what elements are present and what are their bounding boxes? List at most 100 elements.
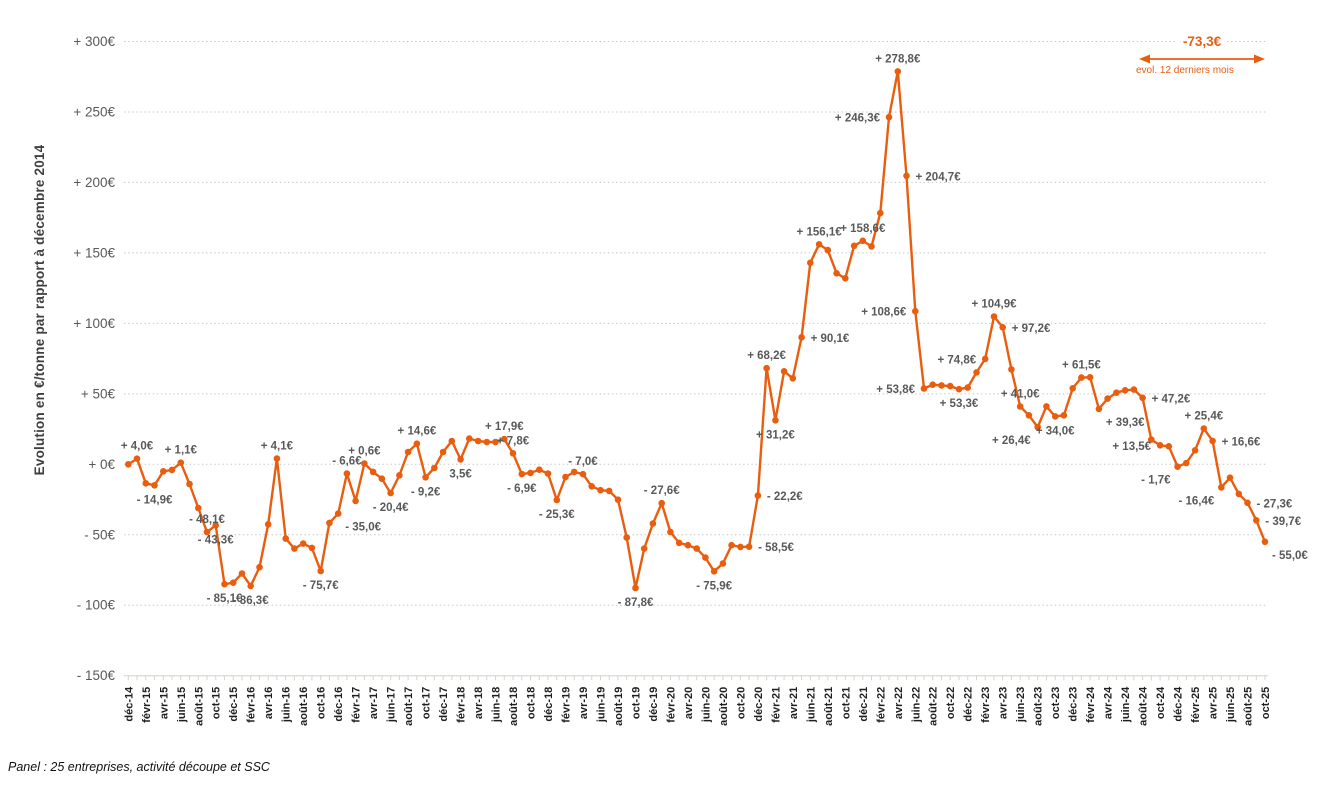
x-tick-label: déc-24 (1173, 686, 1185, 722)
x-tick-label: oct-23 (1050, 687, 1062, 719)
x-tick-label: déc-17 (438, 687, 450, 722)
data-labels: + 4,0€ - 14,9€ + 1,1€ - 48,1€ - 43,3€ - 85,1€… (121, 53, 1309, 609)
x-tick-label: avr-15 (158, 687, 170, 719)
y-tick-label: - 150€ (77, 668, 116, 683)
data-point (1008, 366, 1015, 373)
data-point (1016, 403, 1024, 410)
x-tick-label: oct-20 (735, 687, 747, 719)
data-point (1034, 423, 1041, 431)
data-point-label: + 26,4€ (992, 435, 1031, 447)
x-tick-label: avr-23 (998, 687, 1010, 719)
data-point-label: - 85,1€ (207, 593, 243, 605)
series-line (127, 70, 1267, 590)
x-tick-label: oct-25 (1260, 687, 1272, 719)
data-point-label: - 6,6€ (332, 456, 362, 468)
data-point (317, 567, 325, 575)
data-point (1069, 385, 1076, 392)
x-tick-label: févr-22 (875, 687, 887, 723)
data-point-label: + 34,0€ (1036, 425, 1075, 437)
data-point-label: - 87,8€ (618, 597, 654, 609)
data-point-label: - 27,6€ (644, 485, 680, 497)
data-point (203, 528, 211, 536)
data-point (842, 275, 849, 282)
x-tick-label: avr-20 (683, 687, 695, 719)
data-point (1130, 386, 1138, 393)
data-point-label: + 104,9€ (971, 299, 1017, 311)
data-point (999, 324, 1006, 331)
data-point (1218, 484, 1225, 491)
data-point-label: + 7,8€ (497, 435, 530, 447)
x-tick-label: oct-24 (1155, 686, 1167, 719)
data-point-label: + 278,8€ (875, 53, 921, 65)
x-tick-label: juin-25 (1225, 687, 1237, 723)
y-tick-label: + 50€ (81, 386, 116, 401)
data-point (195, 504, 202, 512)
x-tick-label: déc-19 (648, 687, 660, 722)
data-point (142, 480, 150, 487)
x-tick-label: oct-16 (316, 687, 328, 719)
data-point (824, 246, 832, 254)
x-tick-label: avr-18 (473, 687, 485, 719)
data-point-label: - 86,3€ (233, 595, 269, 607)
data-point (413, 440, 421, 448)
x-tick-label: août-15 (193, 687, 205, 726)
data-point (798, 334, 805, 341)
x-tick-label: févr-17 (351, 687, 363, 723)
x-tick-label: févr-20 (665, 687, 677, 723)
double-arrow-icon (1139, 54, 1265, 64)
data-point (1174, 463, 1181, 471)
x-tick-label: oct-22 (945, 687, 957, 719)
x-tick-label: déc-15 (228, 687, 240, 722)
x-tick-label: avr-25 (1208, 687, 1220, 719)
data-point-label: + 39,3€ (1106, 417, 1145, 429)
data-point (492, 438, 499, 446)
data-point (186, 480, 193, 488)
data-point (920, 385, 928, 392)
data-point (754, 492, 762, 499)
data-point (868, 243, 875, 250)
data-point (702, 554, 709, 561)
x-tick-label: févr-24 (1085, 686, 1097, 723)
legend-evolution-12-mois: -73,3€ evol. 12 derniers mois (1136, 33, 1268, 76)
data-point (745, 543, 753, 550)
x-tick-label: août-25 (1243, 687, 1255, 726)
y-tick-label: + 100€ (73, 316, 115, 331)
data-point (614, 496, 622, 504)
data-point (1226, 474, 1234, 482)
y-tick-label: + 300€ (73, 34, 115, 49)
data-point (684, 541, 692, 549)
x-tick-label: avr-19 (578, 687, 590, 719)
data-point-label: + 68,2€ (747, 350, 786, 362)
x-tick-label: juin-22 (910, 687, 922, 723)
data-point (780, 368, 788, 375)
data-point (448, 437, 456, 445)
x-tick-label: juin-17 (386, 687, 398, 723)
data-point-label: + 53,3€ (940, 398, 979, 410)
data-point (763, 364, 770, 372)
data-point (229, 579, 237, 586)
x-tick-label: juin-21 (805, 687, 817, 723)
data-point-label: - 9,2€ (411, 486, 441, 498)
y-tick-label: - 100€ (77, 598, 116, 613)
data-point (378, 475, 386, 483)
data-point (728, 541, 735, 549)
x-tick-label: oct-17 (421, 687, 433, 719)
data-point (1060, 412, 1068, 419)
data-point-label: - 55,0€ (1272, 550, 1308, 562)
x-tick-label: déc-23 (1068, 687, 1080, 722)
data-point (527, 469, 534, 477)
data-point (291, 545, 298, 552)
x-tick-label: avr-22 (893, 687, 905, 719)
x-tick-label: oct-18 (526, 687, 538, 719)
y-axis-title: Evolution en €/tonne par rapport à décem… (32, 144, 47, 475)
data-point-label: - 75,7€ (303, 580, 339, 592)
data-point (168, 466, 176, 474)
data-point (955, 385, 963, 393)
x-tick-label: juin-19 (595, 687, 607, 723)
y-tick-label: - 50€ (84, 527, 115, 542)
x-tick-label: juin-23 (1015, 687, 1027, 723)
data-point-label: + 0,6€ (348, 446, 381, 458)
x-tick-label: févr-18 (456, 687, 468, 723)
data-point (894, 68, 902, 75)
data-point (1148, 436, 1155, 443)
